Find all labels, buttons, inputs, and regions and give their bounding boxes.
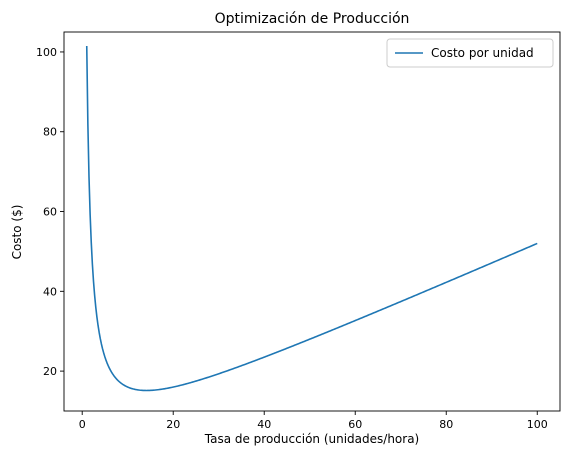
y-tick-label: 40 [43, 285, 57, 298]
axes-frame [63, 31, 561, 412]
x-tick-label: 80 [439, 418, 453, 431]
x-tick-label: 100 [527, 418, 548, 431]
x-tick-label: 20 [166, 418, 180, 431]
x-tick-label: 0 [79, 418, 86, 431]
y-tick-label: 20 [43, 365, 57, 378]
x-axis: 0 20 40 60 80 100 [79, 411, 548, 431]
y-axis-label: Costo ($) [10, 205, 24, 260]
legend-label: Costo por unidad [431, 46, 534, 60]
x-axis-label: Tasa de producción (unidades/hora) [204, 432, 419, 446]
chart-title: Optimización de Producción [215, 11, 410, 27]
legend: Costo por unidad [386, 38, 554, 68]
plot-area [63, 31, 561, 412]
y-tick-label: 100 [36, 46, 57, 59]
legend-box [386, 38, 554, 68]
y-tick-label: 60 [43, 206, 57, 219]
series-line-0 [85, 45, 538, 392]
y-axis: 20 40 60 80 100 [36, 46, 64, 378]
y-tick-label: 80 [43, 126, 57, 139]
x-tick-label: 60 [348, 418, 362, 431]
x-tick-label: 40 [257, 418, 271, 431]
